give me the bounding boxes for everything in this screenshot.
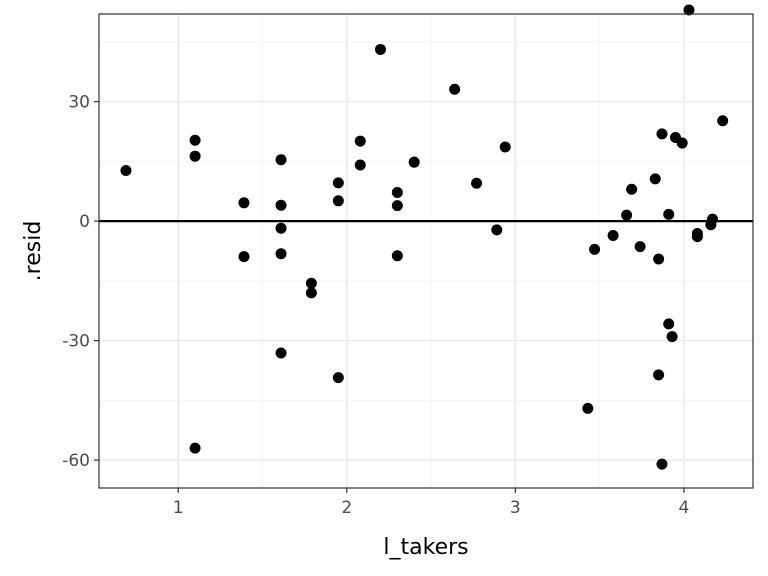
x-tick-label: 4 xyxy=(678,498,689,518)
y-tick-label: 0 xyxy=(79,212,90,232)
data-point xyxy=(120,165,132,177)
y-tick-label: 30 xyxy=(68,93,90,113)
data-point xyxy=(391,200,403,212)
y-tick-label: -60 xyxy=(62,451,90,471)
data-point xyxy=(189,150,201,162)
data-point xyxy=(408,156,420,168)
x-axis-title: l_takers xyxy=(383,535,468,560)
data-point xyxy=(499,141,511,153)
data-point xyxy=(649,173,661,185)
data-point xyxy=(607,229,619,241)
data-point xyxy=(683,4,695,16)
data-point xyxy=(676,137,688,149)
data-point xyxy=(354,135,366,147)
data-point xyxy=(707,213,719,225)
data-point xyxy=(582,402,594,414)
y-axis-ticks: -60 -30 0 30 xyxy=(62,93,99,471)
data-point xyxy=(391,250,403,262)
data-point xyxy=(275,222,287,234)
x-tick-label: 3 xyxy=(510,498,521,518)
data-point xyxy=(621,209,633,221)
data-point xyxy=(238,197,250,209)
data-point xyxy=(653,253,665,265)
data-point xyxy=(663,318,675,330)
data-point xyxy=(354,159,366,171)
data-point xyxy=(471,177,483,189)
data-point xyxy=(663,208,675,220)
data-point xyxy=(656,128,668,140)
data-point xyxy=(189,442,201,454)
data-point xyxy=(374,43,386,55)
data-point xyxy=(275,154,287,166)
data-points xyxy=(120,4,729,470)
data-point xyxy=(275,199,287,211)
data-point xyxy=(305,287,317,299)
data-point xyxy=(305,277,317,289)
data-point xyxy=(332,177,344,189)
data-point xyxy=(332,195,344,207)
data-point xyxy=(238,251,250,263)
data-point xyxy=(449,83,461,95)
data-point xyxy=(275,347,287,359)
x-axis-ticks: 1 2 3 4 xyxy=(173,488,689,518)
x-tick-label: 2 xyxy=(341,498,352,518)
panel-border xyxy=(98,13,754,489)
data-point xyxy=(332,372,344,384)
data-point xyxy=(189,134,201,146)
data-point xyxy=(589,243,601,255)
data-point xyxy=(391,186,403,198)
data-point xyxy=(491,224,503,236)
data-point xyxy=(717,115,729,127)
data-point xyxy=(656,458,668,470)
data-point xyxy=(666,331,678,343)
data-point xyxy=(275,248,287,260)
data-point xyxy=(626,183,638,195)
y-axis-title: .resid xyxy=(21,221,46,282)
y-tick-label: -30 xyxy=(62,332,90,352)
x-tick-label: 1 xyxy=(173,498,184,518)
data-point xyxy=(634,241,646,253)
data-point xyxy=(653,369,665,381)
data-point xyxy=(691,231,703,243)
